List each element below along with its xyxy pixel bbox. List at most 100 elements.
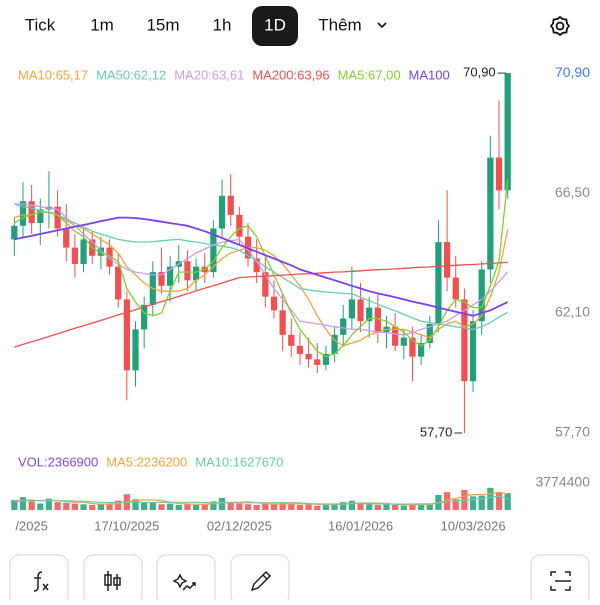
candle-body xyxy=(426,323,433,344)
tab-selected-bg xyxy=(252,6,298,46)
volume-bar xyxy=(244,504,252,510)
ma-line xyxy=(14,216,509,317)
candle-body xyxy=(37,209,44,224)
y-tick-label: 62,10 xyxy=(555,304,590,320)
volume-bar xyxy=(63,502,70,510)
volume-bar xyxy=(504,493,511,510)
settings-icon[interactable] xyxy=(549,15,571,37)
volume-bar xyxy=(340,502,347,510)
volume-bar xyxy=(227,502,234,510)
candle-body xyxy=(296,345,304,354)
ma-line xyxy=(14,211,509,347)
volume-bar xyxy=(201,504,208,510)
candle-body xyxy=(443,242,451,278)
candle-body xyxy=(461,299,468,382)
x-tick-label: 16/01/2026 xyxy=(328,518,393,533)
volume-bar xyxy=(279,502,286,510)
volume-bar xyxy=(28,501,35,510)
tool-button[interactable] xyxy=(530,554,590,605)
volume-bar xyxy=(383,504,390,510)
candle-body xyxy=(80,239,87,264)
candle-body xyxy=(123,299,130,371)
volume-bar xyxy=(80,504,87,510)
volume-bar xyxy=(192,504,200,510)
candle-body xyxy=(54,206,61,229)
candle-body xyxy=(227,195,234,215)
tool-button[interactable] xyxy=(9,554,69,605)
candle-body xyxy=(253,258,260,273)
candle-body xyxy=(279,310,286,335)
candle-body xyxy=(305,353,312,360)
candle-body xyxy=(469,321,477,382)
y-tick-label: 70,90 xyxy=(555,64,590,80)
candle-body xyxy=(348,299,355,319)
candle-body xyxy=(400,337,407,346)
x-tick-label: 02/12/2025 xyxy=(207,518,272,533)
volume-bar xyxy=(418,504,425,510)
legend-entry: MA200:63,96 xyxy=(252,67,329,82)
candle-body xyxy=(357,299,364,322)
tool-button[interactable] xyxy=(230,554,290,605)
candle-body xyxy=(409,337,416,357)
y-tick-label: 57,70 xyxy=(555,424,590,440)
candle-body xyxy=(132,329,139,371)
candle-body xyxy=(236,214,243,237)
volume-bar xyxy=(478,495,485,510)
x-tick-label: 10/03/2026 xyxy=(441,518,506,533)
volume-bar xyxy=(270,504,278,510)
volume-bar xyxy=(37,503,44,510)
annotation: 70,90 xyxy=(463,65,496,80)
candle-body xyxy=(270,296,278,311)
candle-body xyxy=(115,266,122,300)
candle-body xyxy=(340,318,347,335)
candle-body xyxy=(504,73,511,191)
candle-body xyxy=(262,272,269,297)
candle-body xyxy=(418,343,425,357)
volume-bar xyxy=(495,492,503,510)
tab[interactable]: 15m xyxy=(146,15,179,34)
volume-bar xyxy=(366,504,373,510)
volume-bar xyxy=(71,503,79,510)
tab[interactable]: 1h xyxy=(213,15,232,34)
candle-body xyxy=(218,195,226,229)
tool-button[interactable] xyxy=(156,554,216,605)
candle-body xyxy=(331,334,338,354)
candle-body xyxy=(487,157,494,270)
candle-body xyxy=(141,304,148,330)
volume-bar xyxy=(210,501,217,510)
tool-button[interactable] xyxy=(83,554,143,605)
volume-bar xyxy=(314,505,321,510)
legend-entry: MA5:2236200 xyxy=(106,454,187,469)
tab[interactable]: 1m xyxy=(90,15,114,34)
legend-entry: MA10:1627670 xyxy=(195,454,283,469)
volume-bar xyxy=(45,498,53,510)
y-tick-label: 66,50 xyxy=(555,184,590,200)
volume-bar xyxy=(374,504,381,510)
candle-body xyxy=(106,247,113,267)
candle-body xyxy=(495,157,503,191)
legend-entry: MA100 xyxy=(409,67,450,82)
volume-bar xyxy=(132,499,139,510)
candle-body xyxy=(288,334,295,346)
volume-ma-line xyxy=(14,495,508,505)
x-tick-label: 17/10/2025 xyxy=(94,518,159,533)
chevron xyxy=(377,22,387,29)
volume-bar xyxy=(218,497,226,510)
candle-body xyxy=(97,247,104,256)
tab-selected[interactable]: 1D xyxy=(264,15,286,34)
candle-body xyxy=(192,266,200,281)
candle-body xyxy=(435,242,442,324)
volume-bar xyxy=(392,504,399,510)
ma-line xyxy=(14,203,509,331)
chart: VOL:2366900 MA5:2236200 MA10:1627670 377440… xyxy=(11,64,600,533)
tab-more[interactable]: Thêm xyxy=(318,15,361,34)
candle-body xyxy=(314,359,321,365)
volume-bar xyxy=(262,503,269,510)
volume-bar xyxy=(158,504,165,510)
volume-bar xyxy=(487,487,494,510)
volume-bar xyxy=(426,504,433,510)
tab[interactable]: Tick xyxy=(25,15,56,34)
candle-body xyxy=(366,307,373,322)
